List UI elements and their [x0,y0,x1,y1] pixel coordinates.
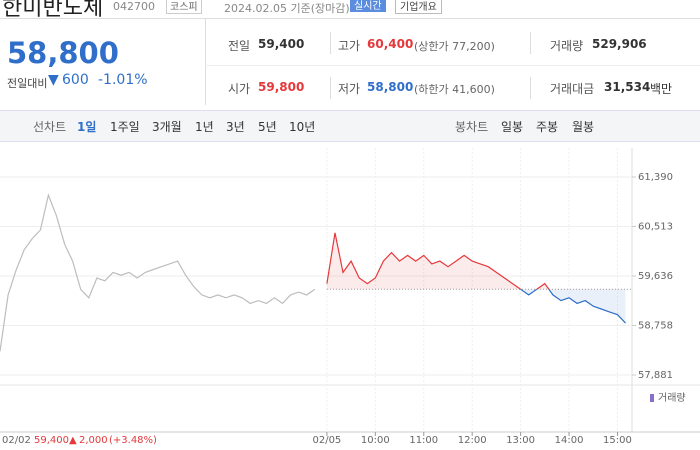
candle-tab[interactable]: 월봉 [572,120,595,134]
candle-tab[interactable]: 주봉 [536,120,559,134]
price-line-down [519,289,626,324]
price-line-up [326,232,550,290]
x-tick-label: 02/05 [312,435,341,446]
y-tick-label: 61,390 [638,172,673,183]
summary-value: 59,400 [258,37,305,51]
market-badge: 코스피 [166,0,202,14]
change: 600 [62,72,89,88]
up-arrow: ▲ [69,435,77,446]
price: 58,800 [7,36,119,70]
info-change-pct: (+3.48%) [109,435,157,446]
period-tab[interactable]: 3개월 [152,120,182,134]
divider [205,19,206,105]
divider [530,32,531,54]
tab-group-label: 봉차트 [455,120,489,134]
change-pct: -1.01% [98,72,148,88]
summary-unit: 백만 [650,82,673,96]
price-chart: 거래량 02/02 59,400 ▲ 2,000 (+3.48%) 61,390… [0,148,700,446]
summary-label: 거래량 [550,39,584,53]
period-tab[interactable]: 3년 [226,120,245,134]
stock-name: 한미반도체 [2,0,104,21]
stock-code: 042700 [113,0,155,13]
summary-value: 58,800 [367,80,414,94]
info-close: 59,400 [34,435,69,446]
y-tick-label: 57,881 [638,370,673,381]
price-area-down [520,289,626,324]
divider [0,18,700,19]
summary-value: 31,534 [604,80,651,94]
period-tab[interactable]: 10년 [289,120,316,134]
divider [530,77,531,99]
x-tick-label: 13:00 [506,435,535,446]
realtime-badge[interactable]: 실시간 [350,0,386,12]
x-tick-label: 12:00 [458,435,487,446]
x-tick-label: 14:00 [555,435,584,446]
summary-label: 저가 [338,82,361,96]
tab-group-label: 선차트 [33,120,67,134]
period-tab[interactable]: 1년 [195,120,214,134]
summary-note: (하한가 41,600) [414,83,495,96]
info-date: 02/02 [2,435,31,446]
x-tick-label: 10:00 [361,435,390,446]
company-info-button[interactable]: 기업개요 [395,0,442,14]
divider [205,65,700,66]
summary-label: 시가 [228,82,251,96]
summary-label: 전일 [228,39,251,53]
summary-value: 59,800 [258,80,305,94]
x-tick-label: 11:00 [409,435,438,446]
summary-value: 60,400 [367,37,414,51]
change-label: 전일대비 [7,77,48,90]
price-area-up [326,232,626,290]
period-tab[interactable]: 1일 [77,120,97,134]
date: 2024.02.05 기준(장마감) [224,2,350,15]
divider [330,32,331,54]
y-tick-label: 60,513 [638,221,673,232]
volume-label: 거래량 [658,392,686,404]
volume-icon [650,394,654,402]
candle-tab[interactable]: 일봉 [501,120,524,134]
y-tick-label: 59,636 [638,271,673,282]
down-arrow: ▼ [48,72,59,88]
info-change: 2,000 [79,435,108,446]
summary-value: 529,906 [592,37,647,51]
summary-label: 고가 [338,39,361,53]
period-tab[interactable]: 1주일 [110,120,140,134]
tab-bar: 선차트 1일 1주일 3개월 1년 3년 5년 10년 봉차트 일봉 주봉 월봉 [0,110,700,142]
summary-note: (상한가 77,200) [414,40,495,53]
y-tick-label: 58,758 [638,321,673,332]
x-tick-label: 15:00 [603,435,632,446]
period-tab[interactable]: 5년 [258,120,277,134]
divider [330,77,331,99]
summary-label: 거래대금 [550,82,595,96]
price-line [0,193,316,352]
